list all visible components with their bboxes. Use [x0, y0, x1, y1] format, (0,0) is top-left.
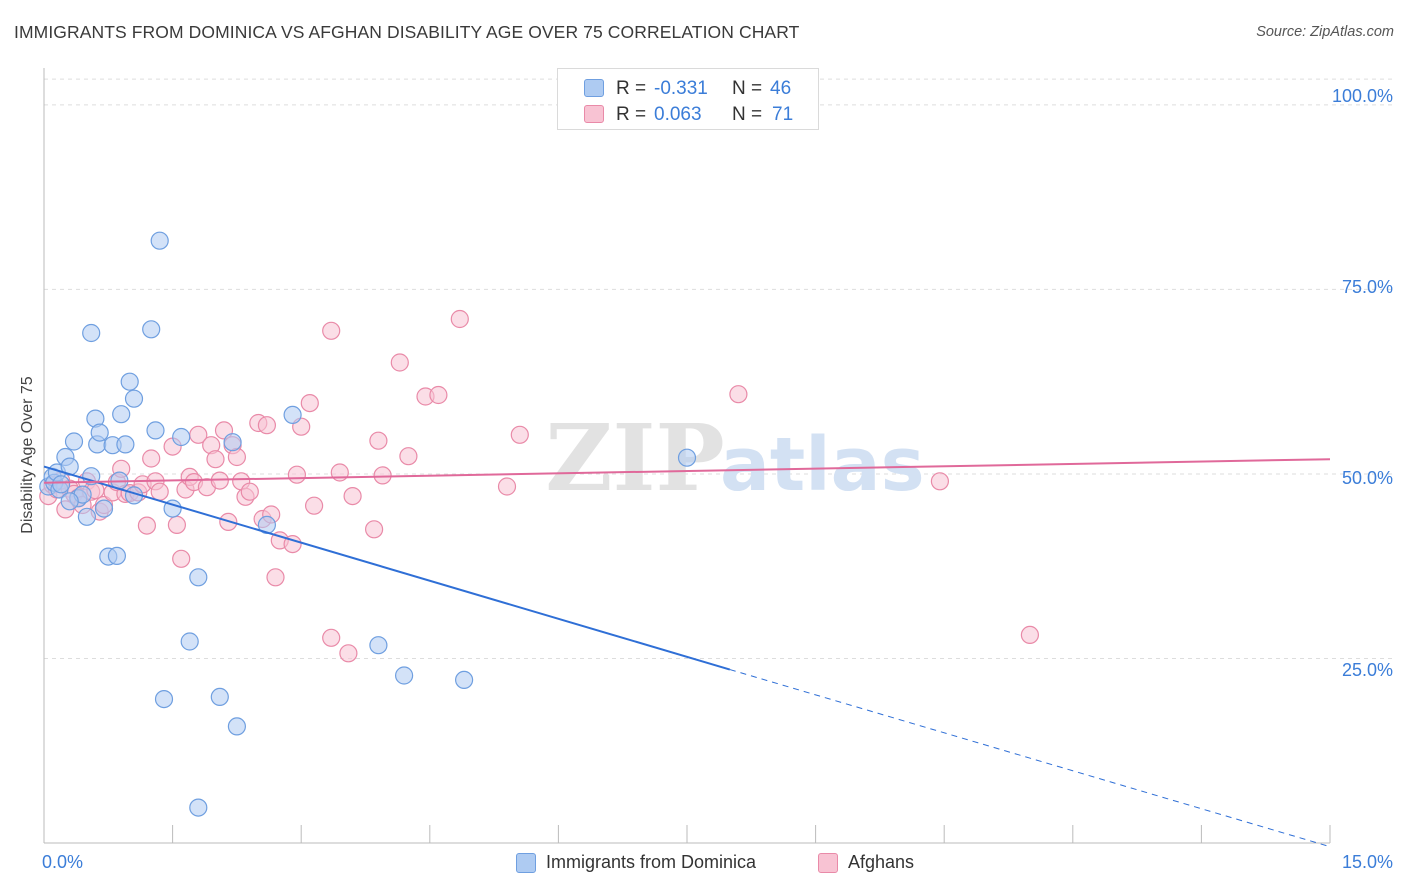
series-dominica-points	[39, 231, 697, 817]
afghans-point	[287, 465, 306, 484]
y-tick-label: 50.0%	[1341, 468, 1393, 488]
correlation-legend: R = -0.331 N = 46 R = 0.063 N = 71	[557, 68, 819, 130]
dominica-point	[227, 717, 246, 736]
watermark-atlas: atlas	[720, 422, 925, 508]
legend-r-label: R =	[616, 78, 647, 99]
chart-title: IMMIGRANTS FROM DOMINICA VS AFGHAN DISAB…	[14, 22, 800, 42]
grid-lines	[44, 78, 1393, 659]
afghans-point	[373, 466, 392, 485]
legend-n-value: 46	[770, 78, 792, 99]
dominica-point	[142, 320, 161, 339]
y-axis-label: Disability Age Over 75	[19, 376, 36, 534]
x-tick-label: 0.0%	[42, 852, 84, 872]
dominica-point	[146, 421, 165, 440]
dominica-point	[82, 467, 101, 486]
dominica-point	[172, 427, 191, 447]
axes	[43, 68, 1331, 844]
dominica-point	[77, 507, 97, 526]
dominica-point	[51, 475, 71, 494]
afghans-point	[305, 496, 324, 515]
afghans-trend-line	[43, 458, 1331, 484]
dominica-trend-line	[43, 465, 731, 671]
y-tick-label: 75.0%	[1341, 277, 1393, 297]
afghans-point	[150, 482, 169, 501]
afghans-point	[300, 394, 319, 413]
y-tick-label: 100.0%	[1331, 86, 1393, 106]
afghans-point	[172, 549, 191, 568]
afghans-point	[1020, 625, 1040, 645]
afghans-point	[167, 515, 186, 535]
dominica-point	[82, 323, 101, 343]
series-name-afghans: Afghans	[848, 852, 915, 872]
trend-lines	[43, 458, 1331, 848]
dominica-trend-extension	[729, 669, 1331, 848]
dominica-point	[455, 670, 474, 690]
afghans-point	[240, 482, 259, 501]
dominica-point	[154, 689, 174, 709]
dominica-point	[60, 492, 79, 511]
legend-r-value: 0.063	[654, 104, 702, 125]
afghans-point	[339, 644, 358, 663]
dominica-point	[677, 448, 697, 467]
dominica-point	[283, 405, 302, 424]
legend-n-label: N =	[732, 78, 763, 99]
dominica-point	[116, 435, 135, 454]
dominica-point	[120, 372, 139, 391]
afghans-point	[266, 568, 285, 587]
legend-swatch-pink	[584, 105, 604, 123]
dominica-point	[90, 423, 109, 442]
afghans-point	[930, 472, 950, 491]
afghans-point	[322, 321, 341, 340]
afghans-point	[343, 487, 362, 506]
afghans-point	[369, 431, 388, 450]
afghans-point	[429, 385, 448, 405]
dominica-point	[150, 231, 169, 250]
dominica-point	[64, 432, 84, 451]
afghans-point	[729, 385, 748, 404]
dominica-point	[124, 389, 144, 408]
y-tick-label: 25.0%	[1341, 660, 1393, 680]
afghans-point	[206, 450, 225, 469]
dominica-point	[180, 632, 199, 651]
series-name-dominica: Immigrants from Dominica	[546, 852, 757, 872]
legend-swatch-pink	[818, 853, 838, 873]
legend-r-label: R =	[616, 104, 647, 125]
watermark-zip: ZIP	[545, 404, 724, 512]
afghans-point	[257, 416, 276, 435]
dominica-point	[395, 666, 414, 685]
dominica-point	[107, 546, 127, 566]
afghans-point	[450, 309, 469, 329]
dominica-point	[189, 798, 208, 817]
afghans-point	[365, 520, 384, 539]
legend-r-value: -0.331	[654, 78, 708, 99]
dominica-point	[112, 405, 131, 424]
afghans-point	[142, 449, 161, 468]
legend-swatch-blue	[584, 79, 604, 97]
legend-swatch-blue	[516, 853, 536, 873]
dominica-point	[210, 687, 229, 707]
dominica-point	[94, 499, 114, 518]
dominica-point	[223, 433, 242, 452]
afghans-point	[322, 628, 341, 647]
afghans-point	[510, 425, 529, 444]
x-tick-label: 15.0%	[1341, 852, 1393, 872]
legend-n-value: 71	[772, 104, 794, 125]
legend-n-label: N =	[732, 104, 763, 125]
afghans-point	[497, 477, 517, 496]
afghans-point	[399, 447, 418, 466]
watermark: ZIP atlas	[545, 404, 924, 512]
dominica-point	[369, 636, 388, 655]
afghans-point	[137, 516, 156, 535]
afghans-point	[390, 353, 409, 372]
source-attribution: Source: ZipAtlas.com	[1256, 24, 1394, 40]
dominica-point	[189, 568, 208, 587]
